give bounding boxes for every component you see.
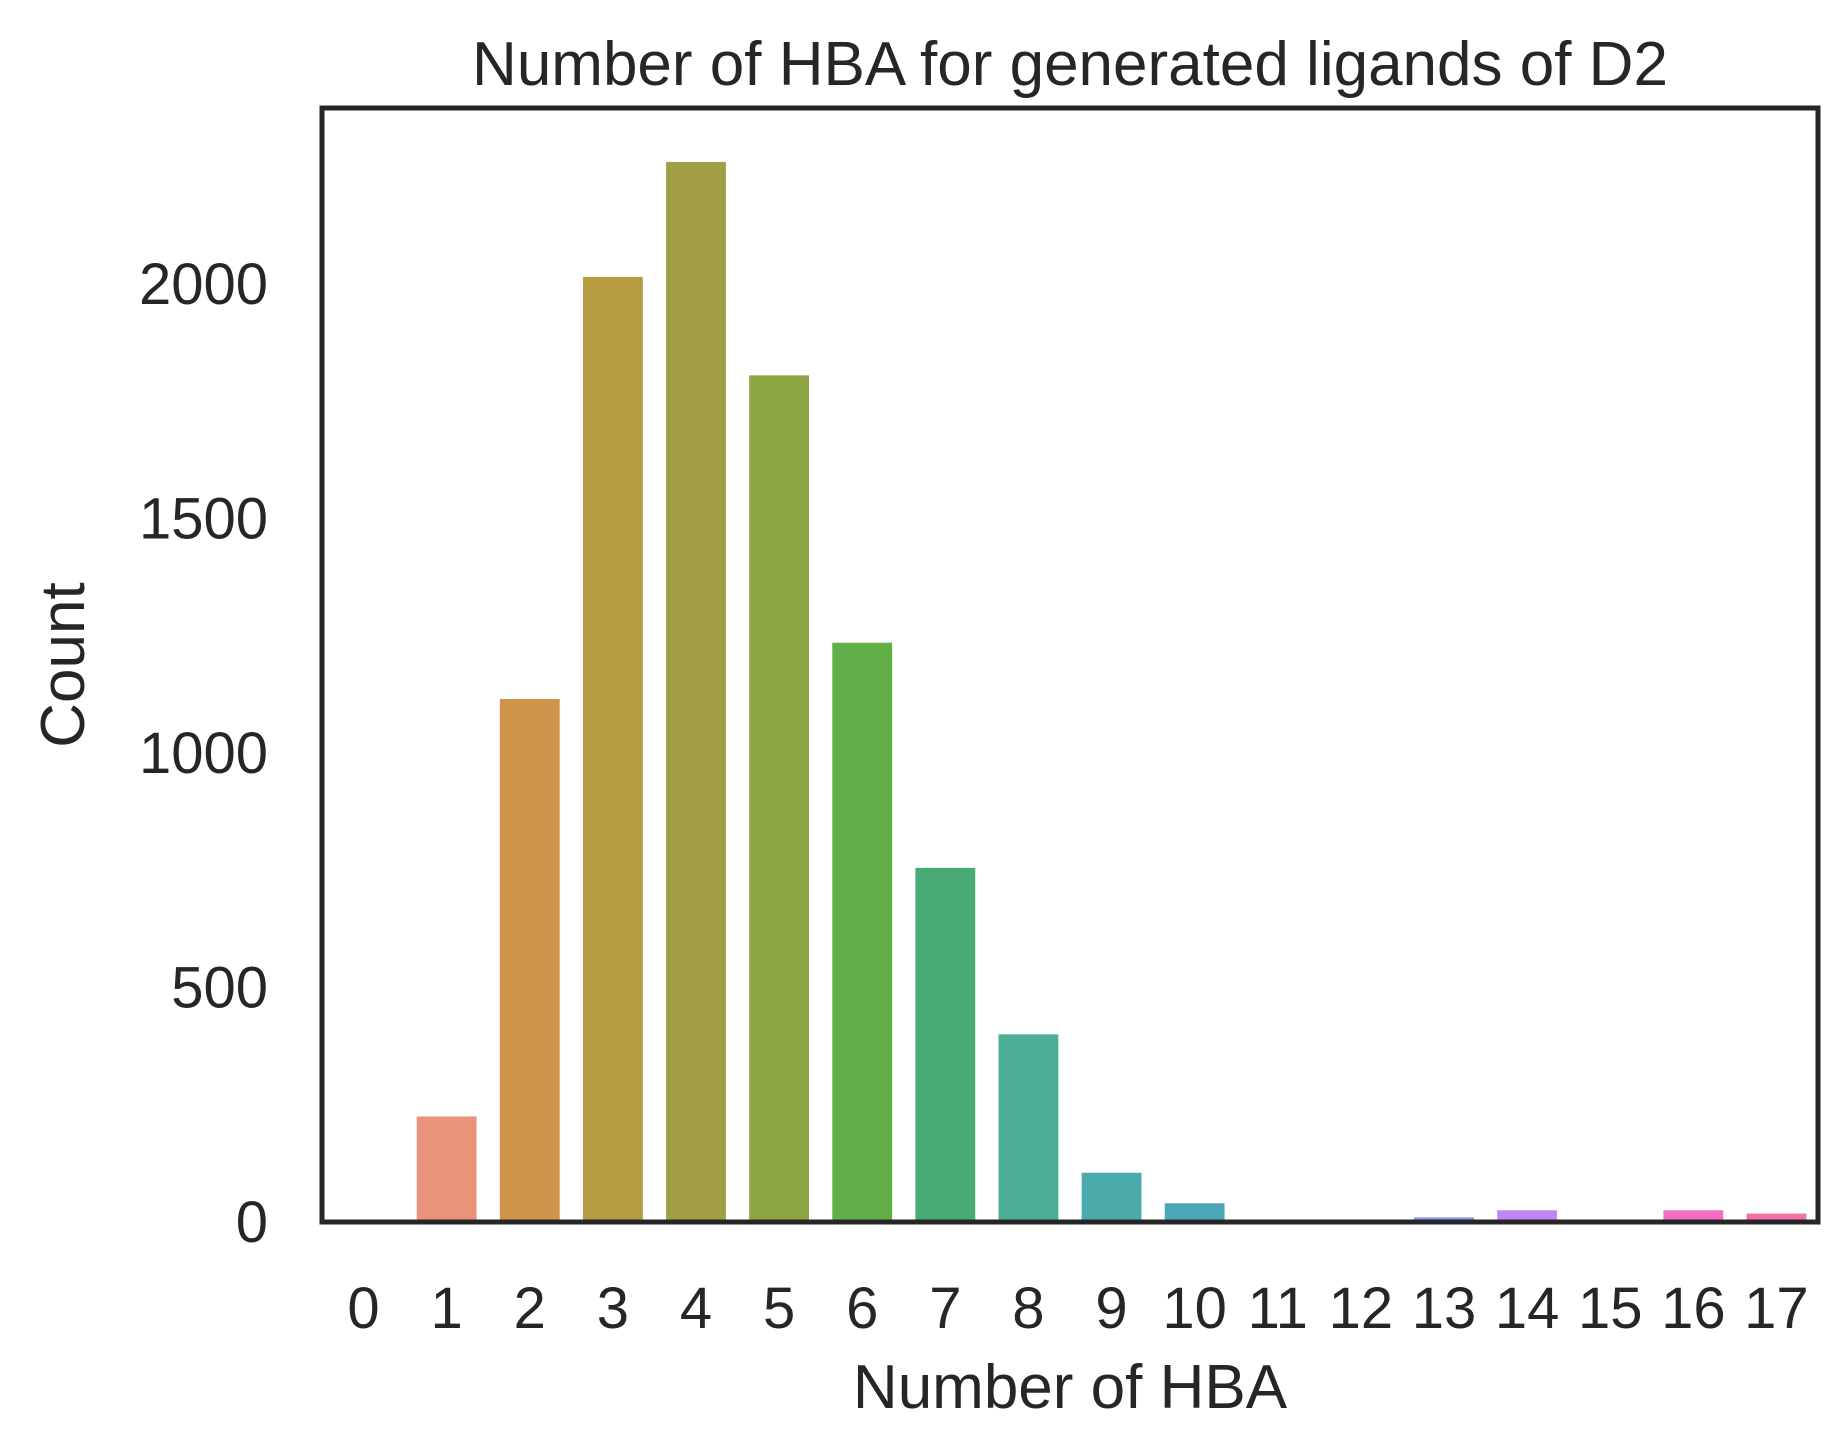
x-tick-label: 5 [763, 1276, 795, 1341]
x-tick-labels: 0 1 2 3 4 5 6 7 8 9 10 11 12 13 14 15 16 17 [347, 1276, 1808, 1341]
y-tick-label: 1000 [139, 721, 268, 786]
plot-frame [319, 105, 1821, 1225]
y-axis-label: Count [29, 582, 98, 747]
x-tick-label: 15 [1578, 1276, 1643, 1341]
bar-4 [666, 161, 726, 1223]
x-tick-label: 9 [1095, 1276, 1127, 1341]
bar-16 [1663, 1210, 1724, 1222]
bar-6 [832, 642, 893, 1222]
bar-8 [998, 1034, 1059, 1222]
bar-5 [749, 375, 810, 1222]
x-tick-label: 2 [514, 1276, 546, 1341]
x-tick-label: 17 [1744, 1276, 1809, 1341]
bar-3 [582, 276, 643, 1222]
y-tick-label: 2000 [139, 252, 268, 317]
x-tick-label: 0 [347, 1276, 379, 1341]
x-tick-label: 10 [1162, 1276, 1227, 1341]
y-tick-label: 0 [236, 1190, 268, 1255]
bar-7 [915, 867, 976, 1222]
x-tick-label: 6 [846, 1276, 878, 1341]
x-tick-label: 4 [680, 1276, 712, 1341]
x-tick-label: 13 [1412, 1276, 1477, 1341]
x-tick-label: 11 [1248, 1276, 1308, 1341]
y-tick-label: 500 [171, 955, 268, 1020]
x-tick-label: 1 [431, 1276, 463, 1341]
x-tick-label: 16 [1661, 1276, 1726, 1341]
x-tick-label: 7 [929, 1276, 961, 1341]
bars-layer [416, 161, 1807, 1223]
x-tick-label: 12 [1329, 1276, 1394, 1341]
x-tick-label: 8 [1012, 1276, 1044, 1341]
x-tick-label: 3 [597, 1276, 629, 1341]
bar-10 [1164, 1203, 1225, 1222]
bar-17 [1746, 1213, 1807, 1222]
bar-9 [1081, 1172, 1142, 1222]
y-tick-label: 1500 [139, 486, 268, 551]
bar-2 [499, 699, 560, 1222]
bar-14 [1497, 1210, 1558, 1222]
x-axis-label: Number of HBA [853, 1353, 1288, 1422]
x-tick-label: 14 [1495, 1276, 1560, 1341]
chart-title: Number of HBA for generated ligands of D… [472, 30, 1668, 99]
bar-1 [416, 1116, 477, 1222]
y-tick-labels: 0 500 1000 1500 2000 [139, 252, 268, 1255]
